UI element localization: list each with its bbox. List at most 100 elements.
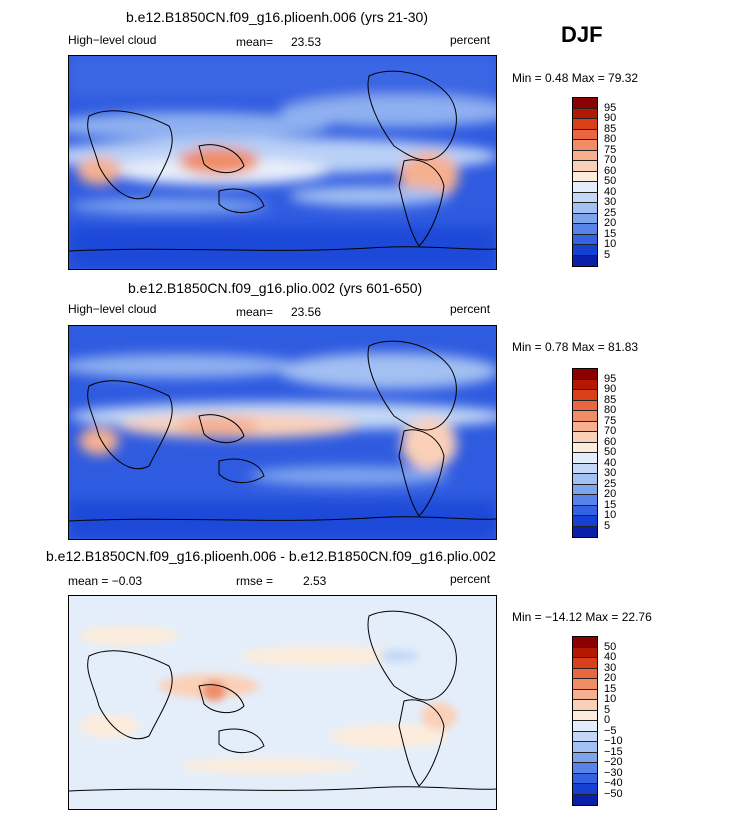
colorbar-tick-label: 25 (604, 477, 617, 490)
panel-2-variable-label: High−level cloud (68, 302, 157, 316)
colorbar-swatch (573, 784, 597, 795)
panel-1-cloud-map (68, 55, 497, 270)
colorbar-tick-label: 30 (604, 196, 617, 208)
colorbar-swatch (573, 182, 597, 193)
colorbar-tick-label: 80 (604, 404, 617, 416)
colorbar-swatch (573, 442, 597, 453)
colorbar-swatch (573, 516, 597, 527)
panel-2-title: b.e12.B1850CN.f09_g16.plio.002 (yrs 601-… (128, 280, 423, 296)
colorbar-swatch (573, 234, 597, 245)
colorbar-tick-label: 75 (604, 143, 617, 156)
colorbar-tick-label: 60 (604, 164, 617, 177)
colorbar-swatch (573, 150, 597, 161)
colorbar-tick-label: 50 (604, 175, 617, 187)
colorbar-swatch (573, 647, 597, 658)
colorbar-tick-label: 20 (604, 217, 617, 229)
colorbar-swatch (573, 400, 597, 411)
colorbar-tick-label: 60 (604, 435, 617, 448)
colorbar-tick-label: 10 (604, 238, 617, 250)
colorbar-tick-label: 85 (604, 122, 617, 135)
panel-2-mean-value: 23.56 (291, 305, 322, 319)
colorbar-tick-label: −5 (604, 724, 617, 737)
panel-3-mean-label: mean = −0.03 (68, 574, 143, 588)
panel-3-colorbar (572, 636, 598, 806)
colorbar-swatch (573, 463, 597, 474)
colorbar-tick-label: −30 (604, 766, 623, 779)
colorbar-tick-label: 90 (604, 112, 617, 124)
colorbar-tick-label: 75 (604, 414, 617, 427)
colorbar-swatch (573, 369, 597, 380)
panel-1-mean-value: 23.53 (291, 35, 322, 49)
panel-3-rmse-value: 2.53 (303, 574, 327, 588)
season-label: DJF (561, 22, 603, 47)
colorbar-tick-label: 70 (604, 425, 617, 437)
colorbar-swatch (573, 379, 597, 390)
colorbar-swatch (573, 721, 597, 732)
colorbar-swatch (573, 484, 597, 495)
colorbar-tick-label: 90 (604, 383, 617, 395)
colorbar-swatch (573, 453, 597, 464)
panel-1-title: b.e12.B1850CN.f09_g16.plioenh.006 (yrs 2… (126, 9, 428, 25)
panel-1-minmax: Min = 0.48 Max = 79.32 (512, 71, 639, 85)
panel-3-difference-map (68, 595, 497, 810)
colorbar-swatch (573, 432, 597, 443)
colorbar-tick-label: 20 (604, 672, 617, 684)
colorbar-tick-label: 40 (604, 456, 617, 469)
colorbar-tick-label: −50 (604, 787, 623, 800)
colorbar-tick-label: 15 (604, 498, 617, 511)
colorbar-tick-label: 5 (604, 248, 611, 261)
colorbar-swatch (573, 710, 597, 721)
colorbar-tick-label: 50 (604, 446, 617, 458)
colorbar-swatch (573, 700, 597, 711)
colorbar-swatch (573, 213, 597, 224)
colorbar-swatch (573, 98, 597, 109)
panel-3-rmse-label: rmse = (236, 574, 274, 588)
panel-1-mean-label: mean= (236, 35, 274, 49)
colorbar-tick-label: −10 (604, 735, 623, 747)
colorbar-swatch (573, 255, 597, 266)
colorbar-tick-label: 95 (604, 101, 617, 114)
colorbar-swatch (573, 495, 597, 506)
colorbar-tick-label: 20 (604, 488, 617, 500)
colorbar-tick-label: 5 (604, 703, 611, 716)
colorbar-swatch (573, 421, 597, 432)
colorbar-tick-label: 10 (604, 693, 617, 705)
colorbar-swatch (573, 245, 597, 256)
colorbar-tick-label: 80 (604, 133, 617, 145)
colorbar-swatch (573, 119, 597, 130)
colorbar-tick-label: −20 (604, 756, 623, 768)
colorbar-swatch (573, 763, 597, 774)
colorbar-swatch (573, 108, 597, 119)
panel-3-title: b.e12.B1850CN.f09_g16.plioenh.006 - b.e1… (46, 548, 496, 564)
colorbar-swatch (573, 689, 597, 700)
colorbar-swatch (573, 203, 597, 214)
panel-2-minmax: Min = 0.78 Max = 81.83 (512, 340, 639, 354)
panel-3-minmax: Min = −14.12 Max = 22.76 (512, 610, 652, 624)
colorbar-tick-label: −15 (604, 745, 623, 758)
colorbar-swatch (573, 773, 597, 784)
colorbar-swatch (573, 140, 597, 151)
colorbar-tick-label: 30 (604, 661, 617, 674)
colorbar-swatch (573, 637, 597, 648)
colorbar-swatch (573, 474, 597, 485)
colorbar-swatch (573, 658, 597, 669)
colorbar-tick-label: 50 (604, 640, 617, 653)
colorbar-swatch (573, 224, 597, 235)
colorbar-tick-label: −40 (604, 777, 623, 789)
colorbar-swatch (573, 411, 597, 422)
panel-1-variable-label: High−level cloud (68, 33, 157, 47)
colorbar-swatch (573, 129, 597, 140)
colorbar-swatch (573, 679, 597, 690)
colorbar-swatch (573, 668, 597, 679)
colorbar-tick-label: 40 (604, 651, 617, 663)
colorbar-tick-label: 70 (604, 154, 617, 166)
panel-3-units-label: percent (450, 572, 491, 586)
colorbar-tick-label: 5 (604, 519, 611, 532)
panel-1-units-label: percent (450, 33, 491, 47)
colorbar-tick-label: 15 (604, 682, 617, 695)
colorbar-tick-label: 25 (604, 206, 617, 219)
colorbar-tick-label: 40 (604, 185, 617, 198)
colorbar-tick-label: 95 (604, 372, 617, 385)
colorbar-swatch (573, 171, 597, 182)
colorbar-swatch (573, 390, 597, 401)
